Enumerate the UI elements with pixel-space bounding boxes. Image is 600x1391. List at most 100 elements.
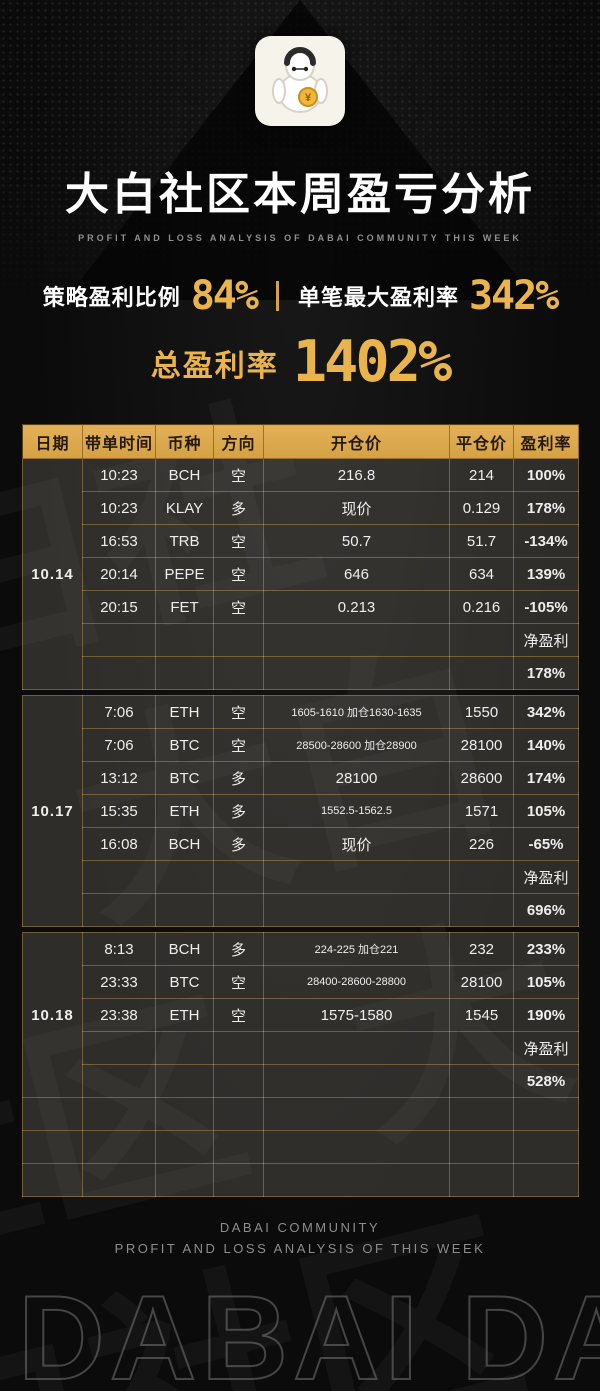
close-price-cell: 1550 (449, 695, 514, 729)
net-profit-label: 净盈利 (513, 1031, 579, 1065)
time-cell: 16:53 (82, 524, 156, 558)
open-price-cell: 224-225 加仓221 (263, 932, 450, 966)
profit-rate-cell: -134% (513, 524, 579, 558)
trade-row: 15:35 ETH 多 1552.5-1562.5 1571 105% (23, 794, 579, 828)
date-cell: 10.14 (22, 458, 83, 690)
direction-cell: 多 (213, 761, 264, 795)
trade-row: 7:06 BTC 空 28500-28600 加仓28900 28100 140% (23, 728, 579, 762)
time-cell: 8:13 (82, 932, 156, 966)
profit-rate-cell: 139% (513, 557, 579, 591)
empty-cell (263, 1163, 450, 1197)
open-price-cell: 50.7 (263, 524, 450, 558)
empty-cell (449, 860, 514, 894)
column-header: 开仓价 (263, 424, 450, 459)
trade-row: 16:53 TRB 空 50.7 51.7 -134% (23, 524, 579, 558)
open-price-cell: 0.213 (263, 590, 450, 624)
direction-cell: 空 (213, 998, 264, 1032)
empty-row (22, 1097, 579, 1131)
direction-cell: 空 (213, 695, 264, 729)
profit-rate-cell: 174% (513, 761, 579, 795)
empty-cell (213, 1097, 264, 1131)
empty-cell (213, 860, 264, 894)
empty-cell (82, 656, 156, 690)
column-header: 方向 (213, 424, 264, 459)
empty-cell (82, 860, 156, 894)
time-cell: 15:35 (82, 794, 156, 828)
close-price-cell: 28100 (449, 965, 514, 999)
close-price-cell: 28100 (449, 728, 514, 762)
empty-cell (82, 1130, 156, 1164)
net-profit-value-row: 528% (23, 1064, 579, 1098)
column-header: 币种 (155, 424, 214, 459)
empty-cell (263, 893, 450, 927)
net-profit-value: 178% (513, 656, 579, 690)
empty-cell (213, 1031, 264, 1065)
column-header: 盈利率 (513, 424, 579, 459)
coin-cell: ETH (155, 998, 214, 1032)
empty-cell (213, 623, 264, 657)
trades-table: 日期 带单时间 币种 方向 开仓价 平仓价 盈利率 10.14 10:23 BCH 空 216.8 2… (22, 424, 579, 1197)
close-price-cell: 232 (449, 932, 514, 966)
empty-cell (22, 1130, 83, 1164)
empty-cell (449, 1031, 514, 1065)
giant-watermark-text: DABAI DAB (17, 1270, 600, 1391)
svg-text:¥: ¥ (305, 92, 312, 104)
time-cell: 10:23 (82, 458, 156, 492)
time-cell: 13:12 (82, 761, 156, 795)
close-price-cell: 226 (449, 827, 514, 861)
direction-cell: 空 (213, 590, 264, 624)
empty-cell (449, 1064, 514, 1098)
empty-cell (263, 623, 450, 657)
time-cell: 23:38 (82, 998, 156, 1032)
total-profit-value: 1402% (292, 329, 453, 395)
net-profit-value-row: 178% (23, 656, 579, 690)
empty-cell (263, 1031, 450, 1065)
time-cell: 16:08 (82, 827, 156, 861)
max-single-profit-label: 单笔最大盈利率 (297, 285, 459, 310)
profit-rate-cell: 140% (513, 728, 579, 762)
close-price-cell: 51.7 (449, 524, 514, 558)
coin-cell: BCH (155, 932, 214, 966)
time-cell: 23:33 (82, 965, 156, 999)
page-subtitle: PROFIT AND LOSS ANALYSIS OF DABAI COMMUN… (78, 233, 522, 243)
direction-cell: 多 (213, 932, 264, 966)
trade-row: 10.17 7:06 ETH 空 1605-1610 加仓1630-1635 1550 34… (22, 695, 579, 927)
coin-cell: KLAY (155, 491, 214, 525)
trades-table-header: 日期 带单时间 币种 方向 开仓价 平仓价 盈利率 (22, 424, 579, 459)
time-cell: 7:06 (82, 728, 156, 762)
empty-cell (263, 1097, 450, 1131)
close-price-cell: 1545 (449, 998, 514, 1032)
direction-cell: 多 (213, 827, 264, 861)
total-profit-label: 总盈利率 (150, 349, 279, 383)
profit-rate-cell: 105% (513, 794, 579, 828)
footer-analysis-line: PROFIT AND LOSS ANALYSIS OF THIS WEEK (114, 1240, 486, 1256)
trade-row: 20:15 FET 空 0.213 0.216 -105% (23, 590, 579, 624)
empty-cell (155, 1064, 214, 1098)
trade-row: 10.18 8:13 BCH 多 224-225 加仓221 232 233% (22, 932, 579, 1098)
trade-row: 10.14 10:23 BCH 空 216.8 214 100% (22, 458, 579, 690)
coin-cell: TRB (155, 524, 214, 558)
stats-divider (275, 281, 279, 311)
coin-cell: BTC (155, 761, 214, 795)
date-cell: 10.18 (22, 932, 83, 1098)
empty-cell (82, 1163, 156, 1197)
open-price-cell: 216.8 (263, 458, 450, 492)
empty-cell (82, 1097, 156, 1131)
close-price-cell: 0.216 (449, 590, 514, 624)
profit-rate-cell: 100% (513, 458, 579, 492)
net-profit-label-row: 净盈利 (23, 1031, 579, 1065)
open-price-cell: 1605-1610 加仓1630-1635 (263, 695, 450, 729)
column-header: 平仓价 (449, 424, 514, 459)
empty-cell (263, 1130, 450, 1164)
dabai-robot-icon: ¥ (272, 47, 328, 113)
profit-rate-cell: 105% (513, 965, 579, 999)
profit-rate-cell: 178% (513, 491, 579, 525)
empty-cell (213, 1163, 264, 1197)
empty-cell (449, 623, 514, 657)
trade-row: 13:12 BTC 多 28100 28600 174% (23, 761, 579, 795)
net-profit-value: 696% (513, 893, 579, 927)
footer: DABAI COMMUNITY PROFIT AND LOSS ANALYSIS… (0, 1218, 600, 1260)
direction-cell: 空 (213, 458, 264, 492)
coin-cell: BTC (155, 728, 214, 762)
